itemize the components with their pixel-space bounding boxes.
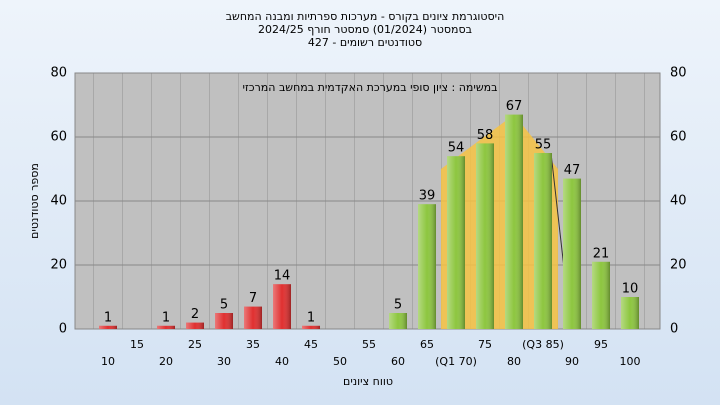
x-tick-label: 35 [246, 338, 260, 351]
x-tick-label: 10 [101, 355, 115, 368]
bar-shade [186, 322, 204, 329]
data-label: 39 [419, 189, 436, 204]
bar-shade [99, 325, 117, 329]
median-marker [550, 152, 565, 269]
bar-shade [418, 204, 436, 329]
bar-shade [215, 313, 233, 329]
data-label: 2 [191, 307, 199, 322]
x-axis-label: טווח ציונים [343, 375, 393, 388]
chart-subtitle: סטודנטים רשומים - 427 [308, 36, 422, 49]
x-tick-label: 20 [159, 355, 173, 368]
x-tick-label: 40 [275, 355, 289, 368]
data-label: 58 [477, 128, 494, 143]
data-label: 1 [162, 310, 170, 325]
x-tick-label: 75 [478, 338, 492, 351]
x-tick-label: 25 [188, 338, 202, 351]
y-tick-label: 40 [50, 194, 67, 209]
chart-title: היסטוגרמת ציונים בקורס - מערכות ספרתיות … [226, 10, 505, 23]
data-label: 14 [274, 269, 291, 284]
x-tick-label: 45 [304, 338, 318, 351]
y-tick-label: 0 [670, 322, 678, 337]
x-tick-label: 90 [565, 355, 579, 368]
x-tick-label: 60 [391, 355, 405, 368]
data-label: 67 [506, 99, 523, 114]
data-label: 21 [593, 246, 610, 261]
x-tick-label: (Q3 85) [522, 338, 564, 351]
y-tick-label: 40 [670, 194, 687, 209]
bar-shade [563, 178, 581, 329]
data-label: 7 [249, 291, 257, 306]
bar-shade [505, 114, 523, 329]
x-tick-label: 95 [594, 338, 608, 351]
x-tick-label: (Q1 70) [435, 355, 477, 368]
data-label: 55 [535, 138, 552, 153]
data-label: 1 [307, 310, 315, 325]
y-tick-label: 20 [670, 258, 687, 273]
bar-shade [621, 297, 639, 329]
bar-shade [157, 325, 175, 329]
y-tick-label: 60 [50, 130, 67, 145]
annotation: במשימה : ציון סופי במערכת האקדמית במחשב … [243, 81, 498, 94]
x-tick-label: 65 [420, 338, 434, 351]
y-tick-label: 80 [670, 66, 687, 81]
data-label: 5 [394, 298, 402, 313]
bar-shade [592, 261, 610, 329]
data-label: 1 [104, 310, 112, 325]
y-tick-label: 20 [50, 258, 67, 273]
chart-subtitle: בסמסטר (01/2024) סמסטר חורף 2024/25 [258, 23, 472, 36]
x-tick-label: 15 [130, 338, 144, 351]
x-tick-label: 50 [333, 355, 347, 368]
bar-shade [534, 153, 552, 329]
x-tick-label: 55 [362, 338, 376, 351]
bar-shade [476, 143, 494, 329]
bar-shade [302, 325, 320, 329]
iqr-highlight [441, 114, 558, 329]
data-label: 10 [622, 282, 639, 297]
data-label: 5 [220, 298, 228, 313]
y-axis-label: מספר סטודנטים [28, 163, 41, 239]
x-tick-label: 80 [507, 355, 521, 368]
bar-shade [244, 306, 262, 329]
data-label: 47 [564, 163, 581, 178]
y-tick-label: 0 [59, 322, 67, 337]
x-tick-label: 100 [620, 355, 641, 368]
bar-shade [273, 284, 291, 329]
data-label: 54 [448, 141, 465, 156]
x-tick-label: 30 [217, 355, 231, 368]
bar-shade [447, 156, 465, 329]
y-tick-label: 80 [50, 66, 67, 81]
y-tick-label: 60 [670, 130, 687, 145]
bar-shade [389, 313, 407, 329]
